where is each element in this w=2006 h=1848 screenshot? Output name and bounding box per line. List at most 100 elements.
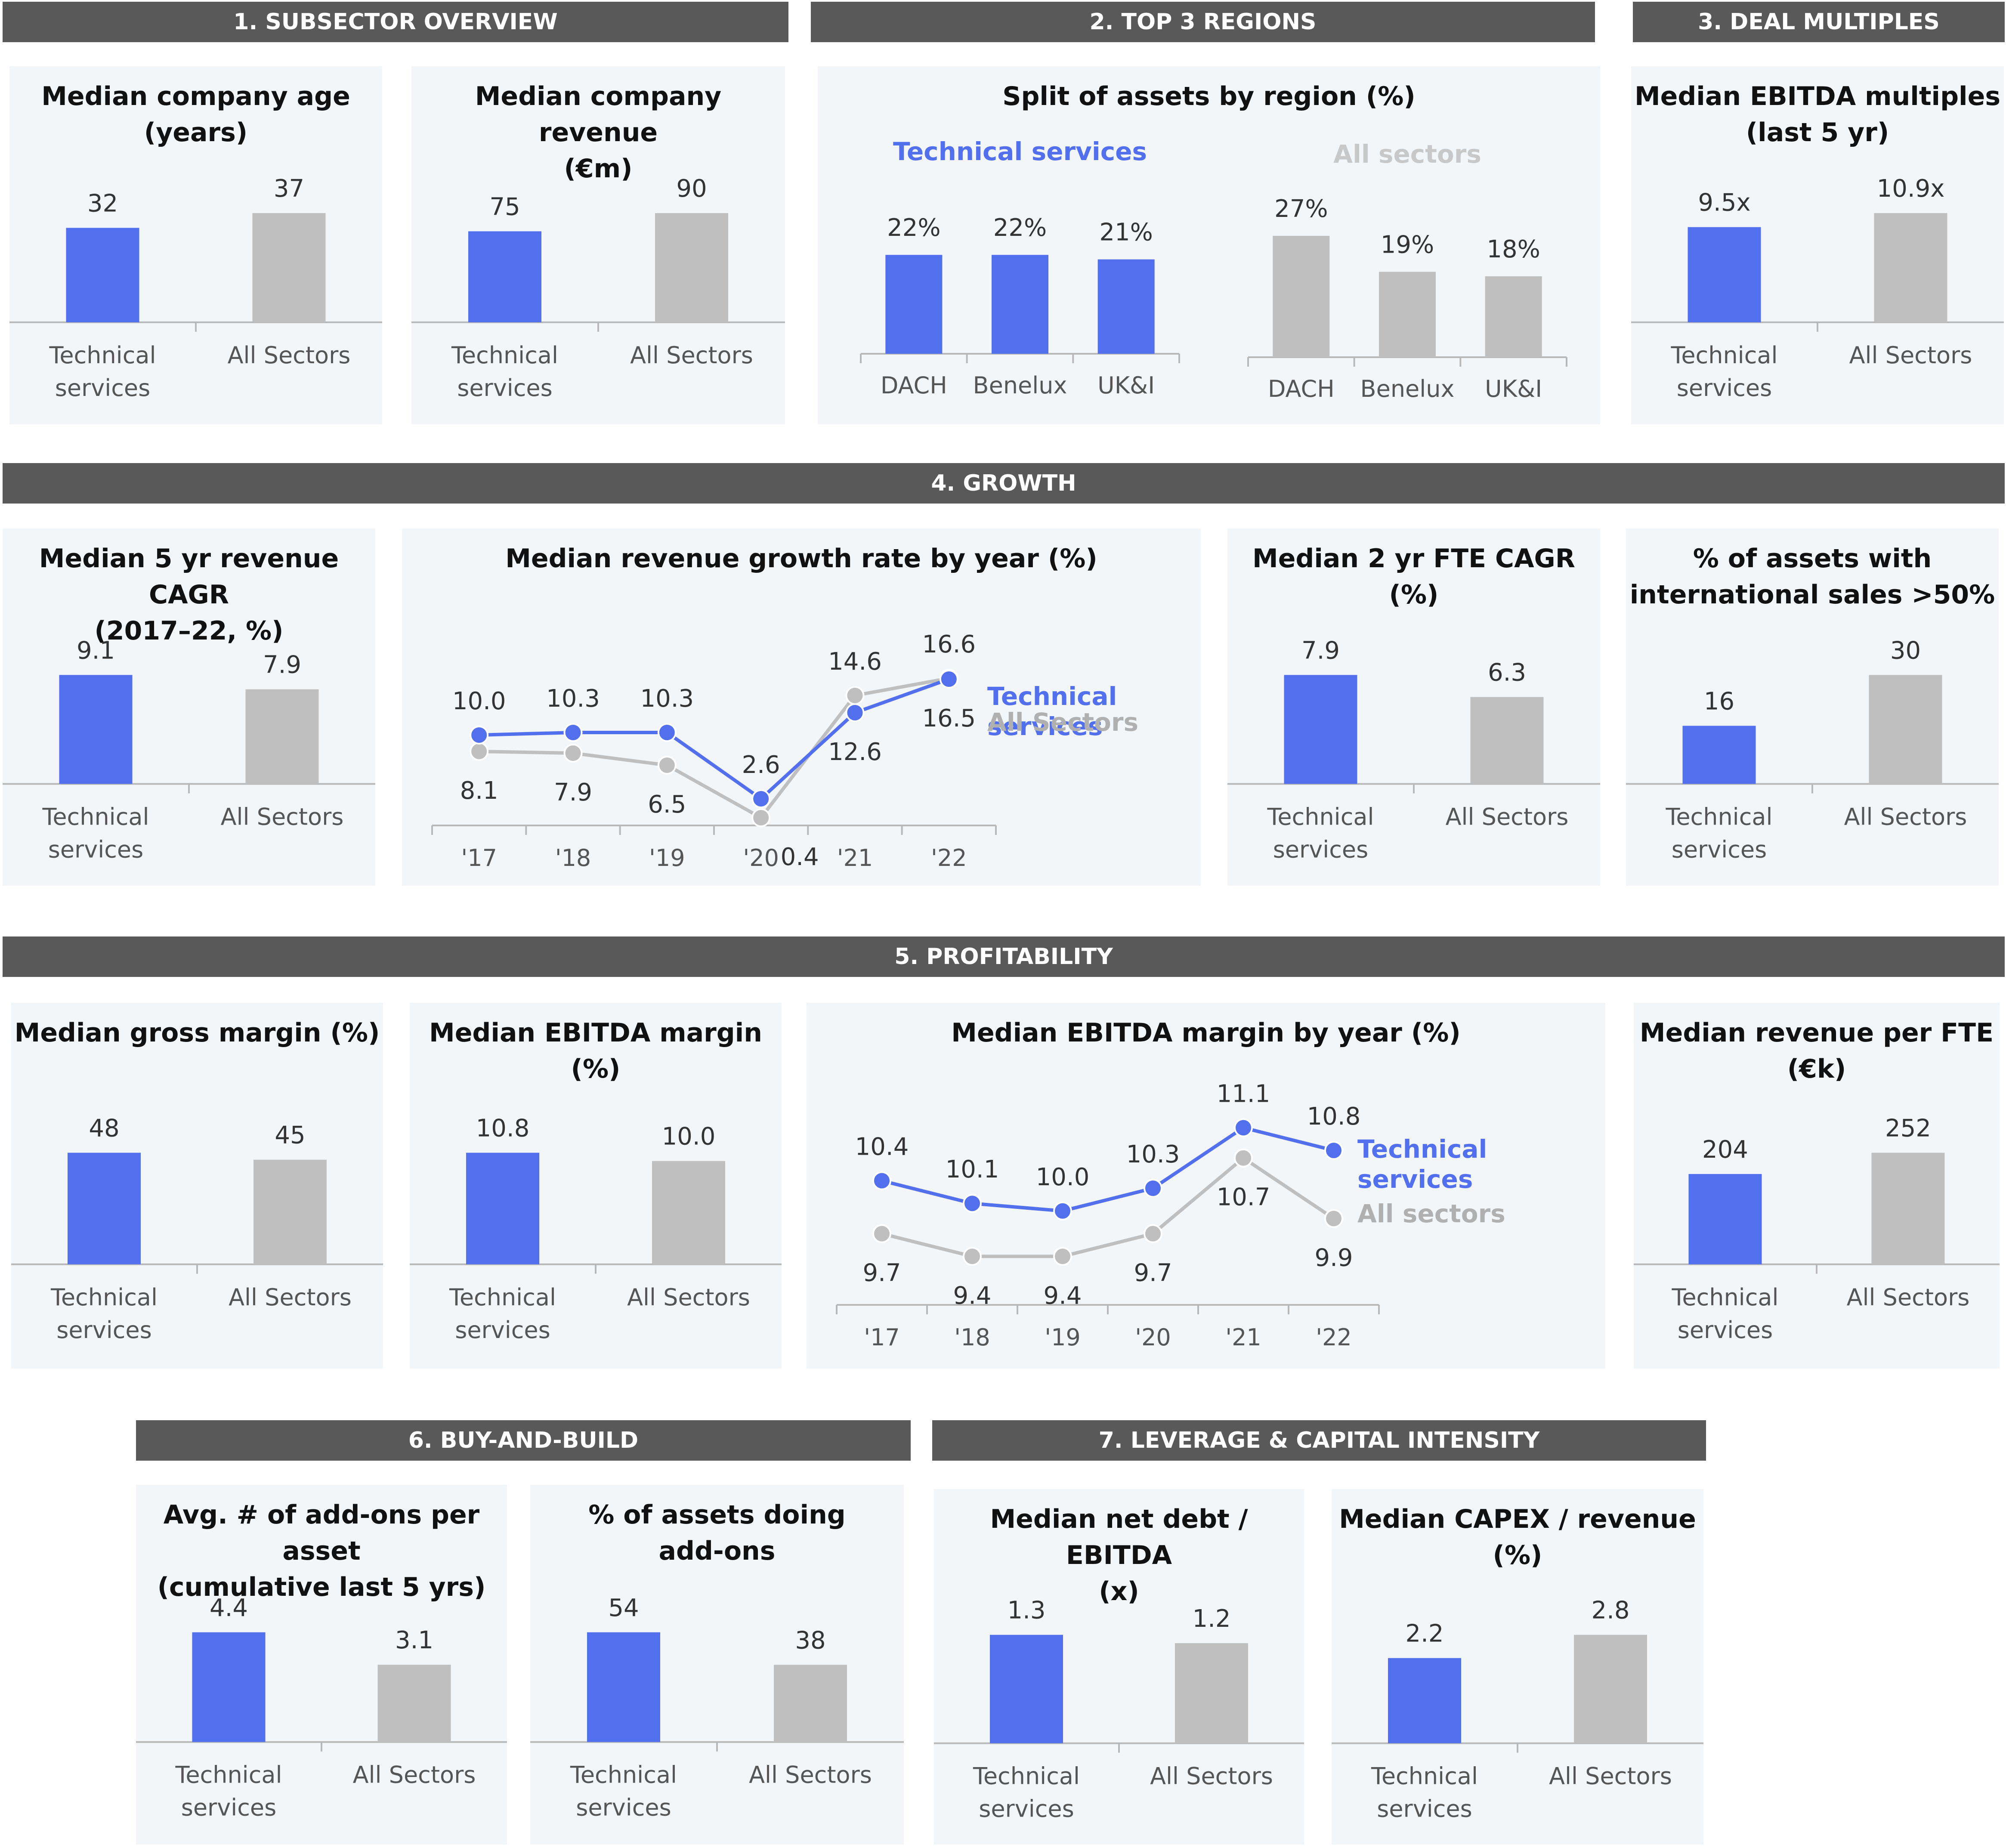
section-header-buy-and-build: 6. BUY-AND-BUILD [136,1420,911,1461]
category-label: Technical services [570,1761,677,1821]
point-technical-services [1053,1201,1072,1221]
data-label: 90 [676,175,707,203]
panel-assets-doing-addons: % of assets doing add-ons 54 Technical serv… [530,1485,904,1845]
bar-technical-services [1688,1174,1762,1264]
category-label: All Sectors [229,1284,352,1311]
chart-title: Median company revenue (€m) [475,81,722,184]
legend-all-sectors: All Sectors [987,708,1138,737]
bar-chart: 16 Technical services 30 All Sectors [1626,637,1999,863]
chart-title: Avg. # of add-ons per asset (cumulative … [157,1500,486,1602]
line-all-sectors [479,677,949,820]
bar-technical-services [68,1153,141,1264]
category-label: Benelux [973,372,1067,399]
bar-chart: 75 Technical services 90 All Sectors [411,175,785,402]
category-label: Technical services [1267,803,1374,863]
data-label: 8.1 [460,777,498,805]
data-label: 21% [1099,219,1153,247]
bar-technical-services [1284,675,1357,784]
chart-title: Median 2 yr FTE CAGR (%) [1252,544,1575,610]
category-label: All Sectors [1847,1284,1970,1311]
category-label: DACH [881,372,947,399]
data-label: 10.9x [1877,175,1945,203]
data-label: 9.7 [1134,1259,1172,1287]
panel-gross-margin: Median gross margin (%) 48 Technical servic… [11,1003,383,1369]
x-tick-label: '17 [461,844,497,871]
bar-all-sectors [252,213,326,322]
section-header-deal-multiples: 3. DEAL MULTIPLES [1633,2,2005,42]
panel-company-revenue: Median company revenue (€m) 75 Technical se… [411,66,785,424]
bar-chart: 2.2 Technical services 2.8 All Sectors [1332,1597,1703,1823]
data-label: 204 [1702,1136,1748,1164]
legend-all-sectors: All sectors [1357,1199,1505,1228]
x-tick-label: '19 [649,844,685,871]
data-label: 30 [1890,637,1921,664]
bar-all-sectors [1470,697,1544,784]
chart-title: Median net debt / EBITDA (x) [990,1504,1248,1607]
point-technical-services [939,670,958,689]
bar-all-sectors [652,1161,725,1264]
point-technical-services [872,1171,891,1190]
x-tick-label: '20 [743,844,779,871]
bar-all-sectors [655,213,728,322]
chart-title: Median CAPEX / revenue (%) [1339,1504,1696,1570]
data-label: 9.1 [77,637,115,664]
category-label: DACH [1268,375,1335,402]
data-label: 10.1 [946,1156,999,1184]
chart-title: Median EBITDA multiples (last 5 yr) [1634,81,2001,148]
legend-technical-services: Technical services [1357,1134,1487,1194]
data-label: 16.6 [922,630,976,658]
data-label: 37 [274,175,304,203]
data-label: 7.9 [1301,637,1340,664]
category-label: All Sectors [1844,803,1967,830]
point-all-sectors [1234,1148,1253,1168]
chart-title: % of assets doing add-ons [588,1500,846,1566]
bar-technical-services [66,228,139,322]
x-tick-label: '20 [1135,1324,1171,1351]
category-label: All Sectors [1849,342,1972,369]
point-all-sectors [657,756,677,775]
category-label: All Sectors [1150,1763,1273,1790]
category-label: UK&I [1097,372,1155,399]
point-technical-services [963,1194,982,1213]
section-header-profitability: 5. PROFITABILITY [3,936,2005,977]
bar-all-sectors [1574,1635,1647,1743]
data-label: 7.9 [263,651,301,679]
data-label: 9.9 [1314,1244,1353,1272]
chart-title: Median EBITDA margin (%) [429,1018,762,1084]
category-label: Technical services [1671,342,1778,402]
data-label: 75 [489,193,520,221]
legend-technical-services: Technical services [987,682,1117,741]
data-label: 22% [887,214,940,242]
bar-chart: 7.9 Technical services 6.3 All Sectors [1227,637,1600,863]
bar-chart: 1.3 Technical services 1.2 All Sectors [934,1597,1304,1823]
line-chart: '17 '18 '19 '20 '21 '22 8.1 7.9 6.5 0.4 14.6 16.6 10… [431,630,1138,871]
data-label: 54 [608,1594,639,1622]
bar-all-sectors [245,689,319,784]
category-label: Technical services [50,1284,158,1344]
category-label: Technical services [449,1284,556,1344]
bar-technical-benelux [992,255,1048,354]
region-bar-chart: Technical services 22% DACH 22% Benelux 21% UK… [860,137,1567,402]
x-tick-label: '17 [864,1324,900,1351]
point-technical-services [1324,1141,1343,1160]
x-tick-label: '21 [837,844,873,871]
panel-international-sales: % of assets with international sales >50… [1626,528,1999,886]
legend-technical-services: Technical services [893,137,1147,166]
data-label: 10.0 [452,687,506,715]
point-all-sectors [563,744,583,763]
point-all-sectors [1053,1247,1072,1266]
data-label: 12.6 [828,738,882,766]
point-technical-services [563,723,583,742]
data-label: 10.8 [1307,1103,1361,1131]
data-label: 18% [1487,235,1540,263]
point-all-sectors [872,1224,891,1243]
line-all-sectors [881,1156,1335,1258]
point-technical-services [1144,1179,1162,1198]
data-label: 22% [993,214,1047,242]
data-label: 10.0 [662,1123,716,1151]
chart-title: Split of assets by region (%) [1002,81,1416,111]
bar-chart: 10.8 Technical services 10.0 All Sectors [410,1115,782,1344]
x-tick-label: '18 [555,844,591,871]
x-tick-label: '18 [954,1324,990,1351]
data-label: 11.1 [1217,1080,1270,1108]
